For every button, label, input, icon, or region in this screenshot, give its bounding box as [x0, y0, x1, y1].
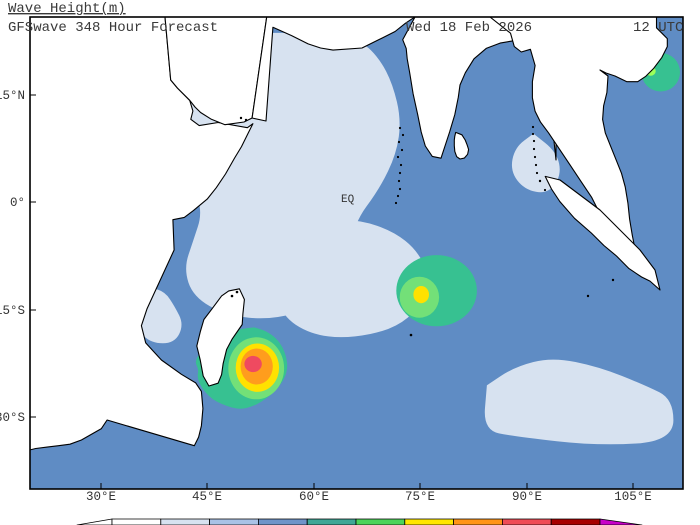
svg-text:45°E: 45°E [192, 490, 222, 504]
svg-text:105°E: 105°E [614, 490, 652, 504]
svg-text:0°: 0° [10, 196, 25, 210]
svg-text:30°E: 30°E [86, 490, 116, 504]
svg-text:15°S: 15°S [0, 304, 25, 318]
svg-text:60°E: 60°E [299, 490, 329, 504]
svg-text:12 UTC: 12 UTC [633, 20, 683, 36]
svg-text:75°E: 75°E [405, 490, 435, 504]
svg-text:30°S: 30°S [0, 411, 25, 425]
svg-text:Wave Height(m): Wave Height(m) [8, 1, 126, 17]
svg-text:15°N: 15°N [0, 89, 25, 103]
svg-text:Wed 18 Feb 2026: Wed 18 Feb 2026 [406, 20, 532, 36]
svg-text:GFSwave 348 Hour Forecast: GFSwave 348 Hour Forecast [8, 20, 218, 36]
svg-text:90°E: 90°E [512, 490, 542, 504]
svg-text:EQ: EQ [341, 194, 355, 206]
